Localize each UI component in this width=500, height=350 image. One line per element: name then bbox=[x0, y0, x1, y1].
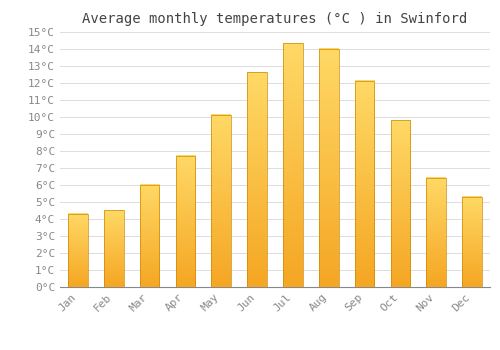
Bar bbox=[283, 43, 303, 287]
Bar bbox=[247, 72, 267, 287]
Bar bbox=[68, 214, 88, 287]
Bar bbox=[426, 178, 446, 287]
Bar bbox=[176, 156, 196, 287]
Bar bbox=[212, 115, 231, 287]
Title: Average monthly temperatures (°C ) in Swinford: Average monthly temperatures (°C ) in Sw… bbox=[82, 12, 468, 26]
Bar bbox=[319, 49, 338, 287]
Bar bbox=[104, 210, 124, 287]
Bar bbox=[390, 120, 410, 287]
Bar bbox=[354, 81, 374, 287]
Bar bbox=[462, 197, 482, 287]
Bar bbox=[140, 185, 160, 287]
